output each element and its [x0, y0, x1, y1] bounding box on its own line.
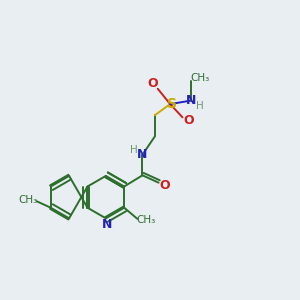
Text: CH₃: CH₃: [19, 195, 38, 205]
Text: O: O: [160, 178, 170, 191]
Text: O: O: [184, 114, 194, 127]
Text: N: N: [186, 94, 196, 107]
Text: N: N: [137, 148, 148, 161]
Text: CH₃: CH₃: [136, 215, 155, 225]
Text: S: S: [167, 97, 177, 111]
Text: H: H: [196, 101, 203, 111]
Text: H: H: [130, 145, 138, 155]
Text: O: O: [147, 77, 158, 90]
Text: CH₃: CH₃: [190, 73, 209, 83]
Text: N: N: [101, 218, 112, 231]
